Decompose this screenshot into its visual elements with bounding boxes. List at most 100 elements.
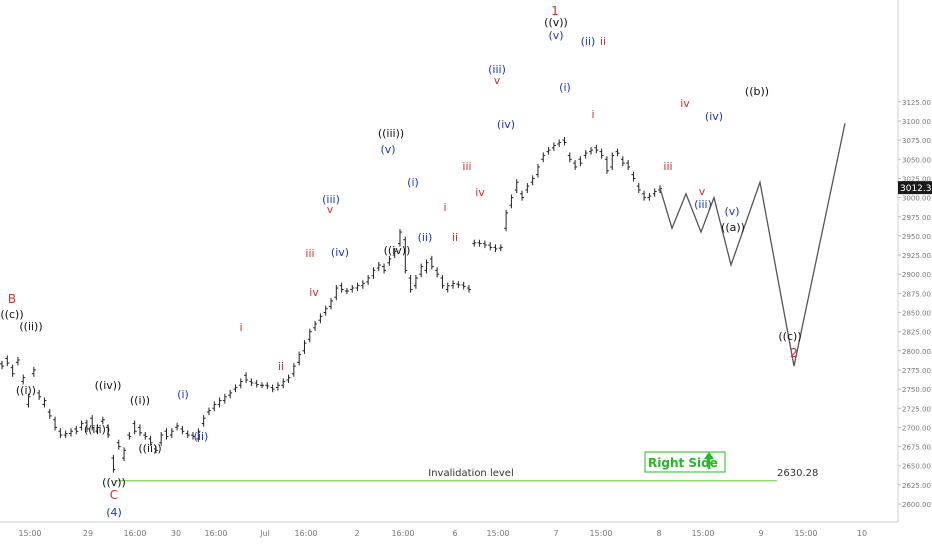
y-tick-label: 2675.00 bbox=[902, 444, 931, 452]
wave-label: (ii) bbox=[194, 430, 209, 443]
wave-label: ((i)) bbox=[16, 384, 36, 397]
invalidation-level: Invalidation level 2630.28 bbox=[115, 468, 818, 482]
wave-label: i bbox=[239, 321, 242, 334]
x-tick-label: 6 bbox=[452, 529, 457, 538]
wave-label: 2 bbox=[790, 346, 798, 360]
x-tick-label: 15:00 bbox=[589, 529, 612, 538]
wave-label: ii bbox=[600, 35, 606, 48]
wave-label: v bbox=[699, 185, 706, 198]
wave-label: (iv) bbox=[705, 110, 723, 123]
wave-label: ((c)) bbox=[778, 330, 801, 343]
y-tick-label: 2625.00 bbox=[902, 482, 931, 490]
wave-label: (iii) bbox=[322, 193, 340, 206]
y-tick-label: 3100.00 bbox=[902, 118, 931, 126]
y-tick-label: 2975.00 bbox=[902, 214, 931, 222]
wave-label: (v) bbox=[380, 143, 395, 156]
x-tick-label: 10 bbox=[857, 529, 867, 538]
wave-label: iii bbox=[305, 247, 314, 260]
last-price-tag: 3012.35 bbox=[898, 181, 932, 195]
x-tick-label: 16:00 bbox=[294, 529, 317, 538]
y-tick-label: 2775.00 bbox=[902, 367, 931, 375]
x-tick-label: 29 bbox=[83, 529, 93, 538]
wave-label: iii bbox=[663, 160, 672, 173]
x-axis: 15:00 29 16:00 30 16:00 Jul 16:00 2 16:00 6 15:00 7… bbox=[0, 521, 898, 538]
x-tick-label: 16:00 bbox=[391, 529, 414, 538]
wave-label: (ii) bbox=[581, 35, 596, 48]
x-tick-label: 7 bbox=[553, 529, 558, 538]
wave-label: ((ii)) bbox=[19, 320, 42, 333]
x-tick-label: 15:00 bbox=[794, 529, 817, 538]
wave-label: (iii) bbox=[694, 198, 712, 211]
x-tick-label: Jul bbox=[259, 529, 270, 538]
x-tick-label: 9 bbox=[758, 529, 763, 538]
wave-label: (i) bbox=[177, 388, 189, 401]
wave-label: (iv) bbox=[497, 118, 515, 131]
x-tick-label: 16:00 bbox=[204, 529, 227, 538]
wave-label: v bbox=[327, 203, 334, 216]
wave-label: (i) bbox=[407, 176, 419, 189]
y-tick-label: 3075.00 bbox=[902, 137, 931, 145]
y-tick-label: 2700.00 bbox=[902, 424, 931, 432]
wave-label: (iii) bbox=[488, 63, 506, 76]
y-tick-label: 2950.00 bbox=[902, 233, 931, 241]
projection-line bbox=[659, 123, 846, 367]
projection-path bbox=[659, 123, 846, 367]
y-tick-label: 3050.00 bbox=[902, 156, 931, 164]
y-tick-label: 2925.00 bbox=[902, 252, 931, 260]
wave-label: ((c)) bbox=[0, 308, 23, 321]
x-tick-label: 16:00 bbox=[123, 529, 146, 538]
wave-label: ((iv)) bbox=[95, 379, 122, 392]
x-tick-label: 15:00 bbox=[486, 529, 509, 538]
wave-label: (v) bbox=[724, 205, 739, 218]
wave-label: B bbox=[8, 292, 16, 306]
wave-label: 1 bbox=[551, 4, 559, 18]
wave-label: ((iii)) bbox=[378, 127, 404, 140]
wave-label: ((v)) bbox=[102, 476, 126, 489]
x-tick-label: 15:00 bbox=[691, 529, 714, 538]
wave-label: ii bbox=[278, 360, 284, 373]
wave-label: iii bbox=[462, 160, 471, 173]
y-tick-label: 2875.00 bbox=[902, 290, 931, 298]
invalidation-value: 2630.28 bbox=[777, 468, 818, 479]
y-tick-label: 3000.00 bbox=[902, 195, 931, 203]
wave-label: ((a)) bbox=[721, 221, 745, 234]
last-price-label: 3012.35 bbox=[900, 184, 932, 194]
right-side-badge: Right Side bbox=[644, 451, 726, 473]
wave-label: v bbox=[494, 74, 501, 87]
wave-label: ((v)) bbox=[544, 16, 568, 29]
plot-area bbox=[0, 0, 898, 522]
wave-label: iv bbox=[475, 186, 485, 199]
wave-label: ((iii)) bbox=[84, 423, 110, 436]
wave-label: i bbox=[443, 201, 446, 214]
wave-label: C bbox=[110, 488, 118, 502]
badge-text: Right Side bbox=[648, 456, 718, 470]
wave-label: (ii) bbox=[418, 231, 433, 244]
up-arrow-icon bbox=[704, 452, 714, 469]
wave-labels: B((c))((ii))((i)) ((iv))((iii))((v))C(4)(… bbox=[0, 4, 801, 519]
x-tick-label: 2 bbox=[354, 529, 359, 538]
y-tick-label: 2825.00 bbox=[902, 329, 931, 337]
x-tick-label: 30 bbox=[171, 529, 181, 538]
y-tick-label: 2800.00 bbox=[902, 348, 931, 356]
y-tick-label: 2850.00 bbox=[902, 310, 931, 318]
x-tick-label: 15:00 bbox=[18, 529, 41, 538]
grid bbox=[0, 0, 898, 522]
y-tick-label: 2900.00 bbox=[902, 271, 931, 279]
x-tick-label: 8 bbox=[656, 529, 661, 538]
wave-label: ((ii)) bbox=[138, 442, 161, 455]
wave-label: i bbox=[591, 108, 594, 121]
invalidation-text: Invalidation level bbox=[428, 468, 513, 479]
wave-label: (i) bbox=[559, 81, 571, 94]
y-tick-label: 2650.00 bbox=[902, 463, 931, 471]
wave-label: (4) bbox=[106, 506, 122, 519]
wave-label: (v) bbox=[548, 29, 563, 42]
wave-label: ((b)) bbox=[745, 85, 769, 98]
wave-label: ((iv)) bbox=[384, 244, 411, 257]
y-tick-label: 3125.00 bbox=[902, 99, 931, 107]
y-tick-label: 2600.00 bbox=[902, 501, 931, 509]
wave-label: iv bbox=[680, 97, 690, 110]
wave-label: iv bbox=[309, 286, 319, 299]
y-axis: 2600.00 2625.00 2650.00 2675.00 2700.00 2725.… bbox=[897, 0, 931, 522]
y-tick-label: 2725.00 bbox=[902, 405, 931, 413]
